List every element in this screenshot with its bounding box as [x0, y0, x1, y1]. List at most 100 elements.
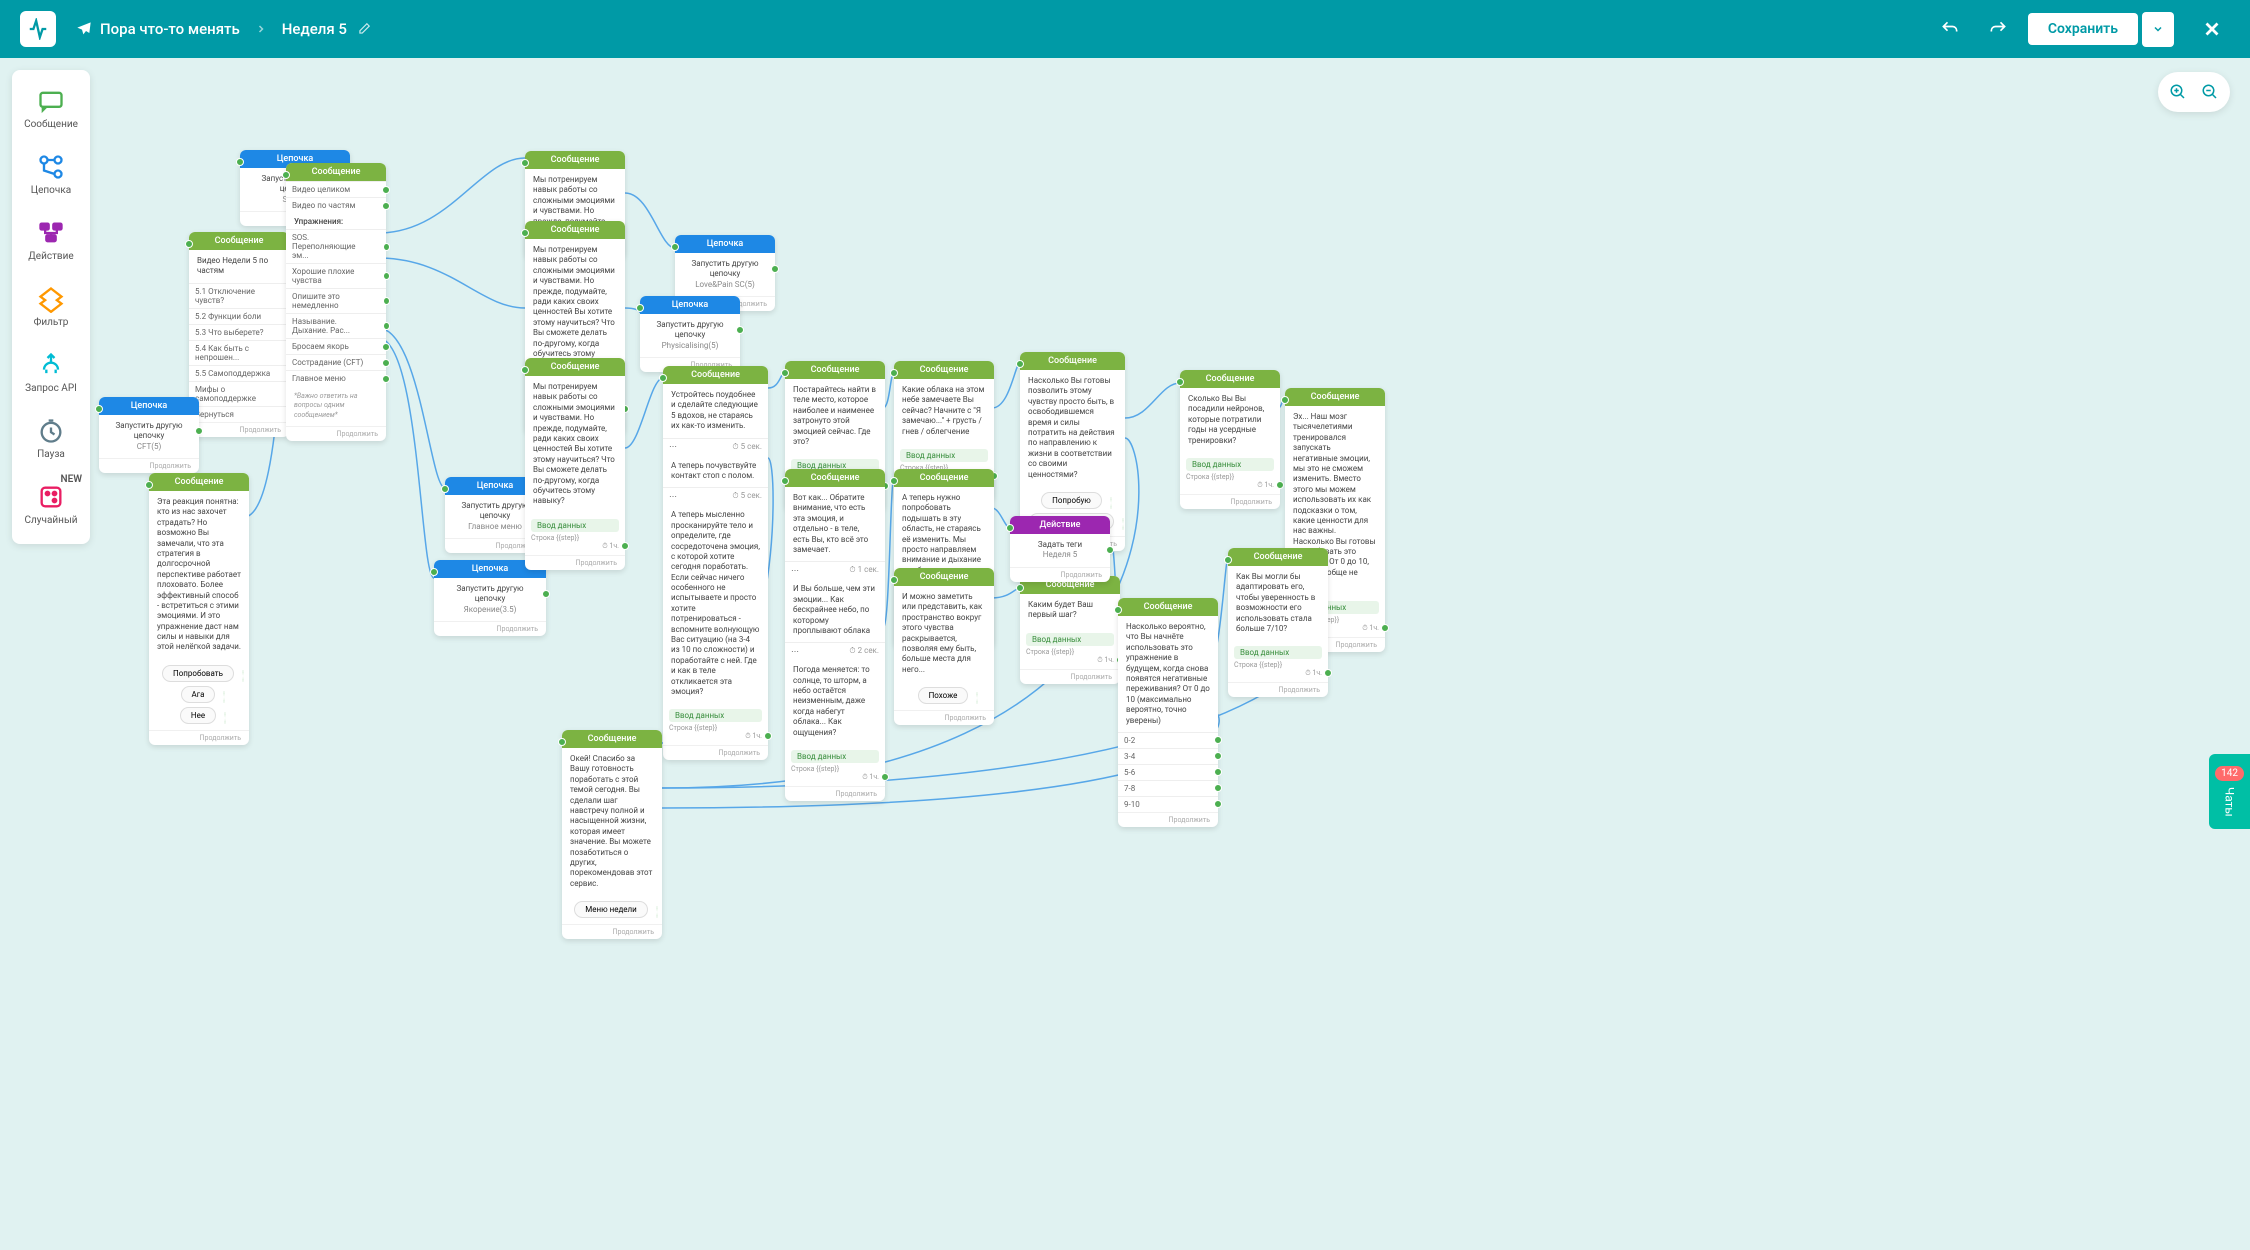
- input-port[interactable]: [890, 477, 898, 485]
- node-row[interactable]: 9-10: [1118, 796, 1218, 812]
- node-row[interactable]: Называние. Дыхание. Рас...: [286, 313, 386, 338]
- node-n_msg_reaction[interactable]: СообщениеЭта реакция понятна: кто из нас…: [149, 473, 249, 745]
- node-n_msg_video[interactable]: СообщениеВидео Недели 5 по частям5.1 Отк…: [189, 232, 289, 437]
- node-row[interactable]: 0-2: [1118, 732, 1218, 748]
- sidebar-item-chain[interactable]: Цепочка: [18, 142, 84, 206]
- canvas[interactable]: ЦепочкаЗапустить другую цепочкуSOS(5)Про…: [0, 58, 2250, 1250]
- node-n_msg_train3[interactable]: СообщениеМы потренируем навык работы со …: [525, 358, 625, 570]
- node-footer[interactable]: Продолжить: [663, 745, 768, 760]
- input-port[interactable]: [441, 485, 449, 493]
- row-port[interactable]: [382, 343, 390, 351]
- chat-tab[interactable]: 142 Чаты: [2209, 754, 2250, 829]
- row-port[interactable]: [383, 243, 390, 251]
- node-row[interactable]: 7-8: [1118, 780, 1218, 796]
- save-button[interactable]: Сохранить: [2028, 13, 2138, 45]
- node-row[interactable]: 5.3 Что выберете?: [189, 324, 289, 340]
- node-n_msg_step[interactable]: СообщениеКаким будет Ваш первый шаг?Ввод…: [1020, 576, 1120, 684]
- node-n_msg_notice[interactable]: СообщениеИ можно заметить или представит…: [894, 568, 994, 725]
- input-port[interactable]: [890, 576, 898, 584]
- output-port[interactable]: [736, 326, 744, 334]
- zoom-in-button[interactable]: [2162, 76, 2194, 108]
- node-button[interactable]: Похоже: [918, 687, 969, 704]
- input-port[interactable]: [236, 158, 244, 166]
- node-footer[interactable]: Продолжить: [785, 786, 885, 801]
- input-port[interactable]: [521, 229, 529, 237]
- row-port[interactable]: [382, 375, 390, 383]
- node-button[interactable]: Меню недели: [574, 901, 648, 918]
- row-port[interactable]: [1214, 768, 1222, 776]
- redo-button[interactable]: [1980, 11, 2016, 47]
- node-footer[interactable]: Продолжить: [99, 458, 199, 473]
- node-row[interactable]: 3-4: [1118, 748, 1218, 764]
- row-port[interactable]: [1214, 784, 1222, 792]
- node-footer[interactable]: Продолжить: [562, 924, 662, 939]
- app-name[interactable]: Пора что-то менять: [76, 20, 240, 38]
- node-footer[interactable]: Продолжить: [525, 555, 625, 570]
- node-n_chain_cft[interactable]: ЦепочкаЗапустить другую цепочкуCFT(5)Про…: [99, 397, 199, 473]
- input-port[interactable]: [636, 304, 644, 312]
- row-port[interactable]: [1214, 752, 1222, 760]
- node-row[interactable]: SOS. Переполняющие эм...: [286, 229, 386, 263]
- input-port[interactable]: [671, 243, 679, 251]
- input-port[interactable]: [185, 240, 193, 248]
- node-footer[interactable]: Продолжить: [1118, 812, 1218, 827]
- input-port[interactable]: [1016, 360, 1024, 368]
- input-port[interactable]: [145, 481, 153, 489]
- node-row[interactable]: 5.4 Как быть с непрошен...: [189, 340, 289, 365]
- output-port[interactable]: [542, 590, 550, 598]
- node-button[interactable]: Попробовать: [162, 665, 234, 682]
- sidebar-item-filter[interactable]: Фильтр: [18, 274, 84, 338]
- output-port[interactable]: [195, 427, 203, 435]
- input-port[interactable]: [781, 369, 789, 377]
- node-row[interactable]: 5.5 Самоподдержка: [189, 365, 289, 381]
- node-row[interactable]: Вернуться: [189, 406, 289, 422]
- output-port[interactable]: [1381, 624, 1389, 632]
- input-port[interactable]: [1176, 378, 1184, 386]
- node-footer[interactable]: Продолжить: [1020, 669, 1120, 684]
- input-port[interactable]: [95, 405, 103, 413]
- node-row[interactable]: Видео по частям: [286, 197, 386, 213]
- sidebar-item-message[interactable]: Сообщение: [18, 76, 84, 140]
- node-row[interactable]: Главное меню: [286, 370, 386, 386]
- node-row[interactable]: Опишите это немедленно: [286, 288, 386, 313]
- output-port[interactable]: [771, 265, 779, 273]
- row-port[interactable]: [1214, 800, 1222, 808]
- node-row[interactable]: Видео целиком: [286, 181, 386, 197]
- output-port[interactable]: [1276, 481, 1284, 489]
- output-port[interactable]: [1106, 546, 1114, 554]
- node-button[interactable]: Ага: [181, 686, 216, 703]
- node-n_action_tags[interactable]: ДействиеЗадать тегиНеделя 5Продолжить: [1010, 516, 1110, 582]
- node-button[interactable]: Нее: [180, 707, 216, 724]
- node-footer[interactable]: Продолжить: [286, 426, 386, 441]
- node-row[interactable]: Мифы о самоподдержке: [189, 381, 289, 406]
- node-footer[interactable]: Продолжить: [1180, 494, 1280, 509]
- input-port[interactable]: [890, 369, 898, 377]
- node-n_msg_ok[interactable]: СообщениеОкей! Спасибо за Вашу готовност…: [562, 730, 662, 939]
- output-port[interactable]: [1324, 669, 1332, 677]
- input-port[interactable]: [521, 366, 529, 374]
- input-port[interactable]: [1114, 606, 1122, 614]
- zoom-out-button[interactable]: [2194, 76, 2226, 108]
- node-footer[interactable]: Продолжить: [1010, 567, 1110, 582]
- input-port[interactable]: [1281, 396, 1289, 404]
- node-n_msg_settle[interactable]: СообщениеУстройтесь поудобнее и сделайте…: [663, 366, 768, 760]
- close-button[interactable]: [2194, 11, 2230, 47]
- node-n_msg_use[interactable]: СообщениеНасколько вероятно, что Вы начн…: [1118, 598, 1218, 827]
- sidebar-item-action[interactable]: Действие: [18, 208, 84, 272]
- row-port[interactable]: [382, 186, 390, 194]
- row-port[interactable]: [382, 359, 390, 367]
- input-port[interactable]: [282, 171, 290, 179]
- node-footer[interactable]: Продолжить: [1228, 682, 1328, 697]
- input-port[interactable]: [659, 374, 667, 382]
- output-port[interactable]: [881, 773, 889, 781]
- row-port[interactable]: [1214, 736, 1222, 744]
- save-dropdown[interactable]: [2142, 12, 2174, 47]
- input-port[interactable]: [430, 568, 438, 576]
- node-footer[interactable]: Продолжить: [894, 710, 994, 725]
- logo[interactable]: [20, 11, 56, 47]
- input-port[interactable]: [1006, 524, 1014, 532]
- node-row[interactable]: 5-6: [1118, 764, 1218, 780]
- output-port[interactable]: [764, 732, 772, 740]
- row-port[interactable]: [383, 272, 390, 280]
- node-n_chain_phys[interactable]: ЦепочкаЗапустить другую цепочкуPhysicali…: [640, 296, 740, 372]
